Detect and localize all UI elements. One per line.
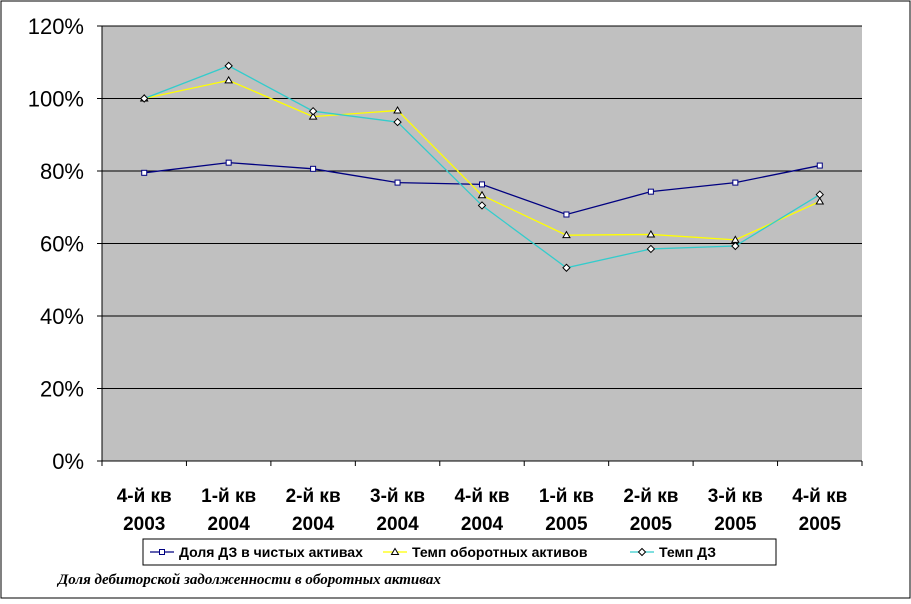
y-tick-label: 120%: [28, 14, 84, 39]
x-tick-label: 2005: [630, 514, 673, 535]
x-tick-label: 1-й кв: [539, 486, 594, 507]
y-tick-label: 100%: [28, 87, 84, 112]
x-tick-label: 2003: [123, 514, 165, 535]
data-point: [308, 112, 318, 120]
x-tick-label: 2-й кв: [623, 486, 678, 507]
y-tick-label: 20%: [40, 377, 84, 402]
x-tick-label: 2-й кв: [286, 486, 341, 507]
data-point: [562, 230, 571, 239]
x-tick-label: 2005: [799, 514, 842, 535]
data-point: [393, 105, 402, 114]
data-point: [732, 179, 739, 186]
legend-item: Темп оборотных активов: [383, 544, 588, 560]
data-point: [562, 263, 571, 272]
data-point: [816, 162, 823, 169]
data-point: [310, 165, 317, 172]
x-tick-label: 2004: [461, 514, 504, 535]
data-point: [646, 244, 656, 254]
data-point: [815, 196, 825, 205]
data-point: [563, 211, 570, 218]
data-point: [647, 188, 654, 195]
series-3: [140, 61, 824, 272]
x-tick-label: 2005: [545, 514, 588, 535]
data-point: [140, 94, 149, 103]
y-tick-label: 0%: [52, 449, 84, 474]
legend-box: [142, 538, 777, 566]
series-1: [141, 159, 823, 218]
x-tick-label: 1-й кв: [201, 486, 256, 507]
x-tick-label: 3-й кв: [708, 486, 763, 507]
data-point: [815, 190, 824, 199]
data-point: [224, 61, 233, 71]
legend-item: Доля ДЗ в чистых активах: [150, 544, 363, 560]
y-tick-label: 40%: [40, 304, 84, 329]
x-tick-label: 4-й кв: [454, 486, 509, 507]
data-point: [225, 159, 232, 166]
data-point: [637, 547, 647, 557]
legend-label: Доля ДЗ в чистых активах: [179, 544, 363, 560]
x-tick-label: 4-й кв: [792, 486, 847, 507]
data-point: [390, 547, 400, 555]
y-tick-label: 60%: [40, 232, 84, 257]
x-tick-label: 2004: [208, 514, 251, 535]
data-point: [477, 201, 487, 210]
data-point: [224, 75, 234, 84]
data-point: [308, 106, 318, 116]
y-tick-label: 80%: [40, 159, 84, 184]
x-tick-label: 4-й кв: [117, 486, 172, 507]
x-tick-label: 2004: [292, 514, 335, 535]
x-tick-label: 2004: [376, 514, 419, 535]
data-point: [477, 190, 487, 199]
chart-caption: Доля дебиторской задолженности в оборотн…: [58, 572, 441, 588]
x-tick-label: 3-й кв: [370, 486, 425, 507]
data-point: [393, 117, 402, 127]
data-point: [731, 241, 740, 251]
data-point: [479, 181, 485, 188]
data-point: [141, 169, 148, 176]
x-tick-label: 2005: [714, 514, 757, 535]
data-point: [646, 229, 656, 238]
legend-label: Темп ДЗ: [659, 544, 716, 560]
legend-item: Темп ДЗ: [630, 544, 716, 560]
data-point: [394, 179, 401, 186]
legend-label: Темп оборотных активов: [412, 544, 588, 560]
data-point: [159, 549, 165, 555]
